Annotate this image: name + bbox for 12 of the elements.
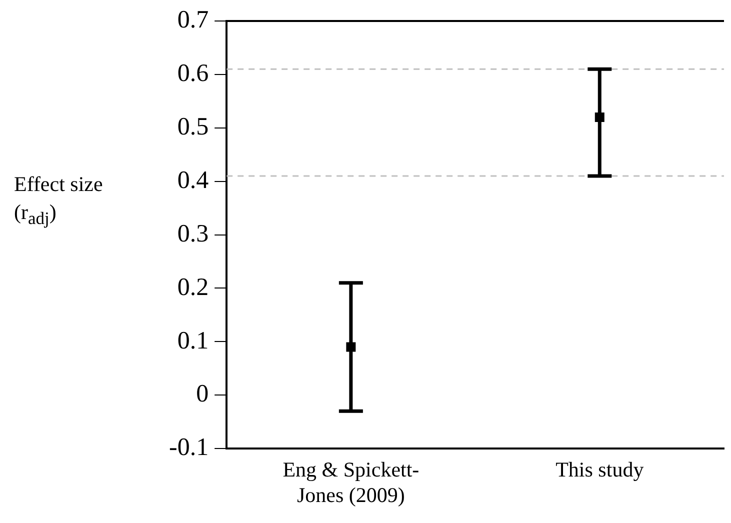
y-tick-label: 0.1 — [177, 327, 209, 354]
y-tick-label: 0.7 — [177, 6, 209, 34]
y-axis-title: Effect size (r$_{adj}$) — [14, 171, 104, 230]
x-tick-label: Eng & Spickett-Jones (2009) — [282, 458, 420, 507]
y-tick-label: -0.1 — [168, 434, 209, 462]
y-tick-label: 0 — [196, 380, 209, 408]
y-tick-label: 0.4 — [177, 166, 210, 194]
y-tick-label: 0.2 — [177, 274, 209, 301]
x-tick-label: This study — [556, 458, 644, 482]
y-tick-label: 0.3 — [177, 220, 209, 248]
y-tick-label: 0.6 — [177, 60, 209, 88]
y-tick-label: 0.5 — [177, 113, 209, 140]
